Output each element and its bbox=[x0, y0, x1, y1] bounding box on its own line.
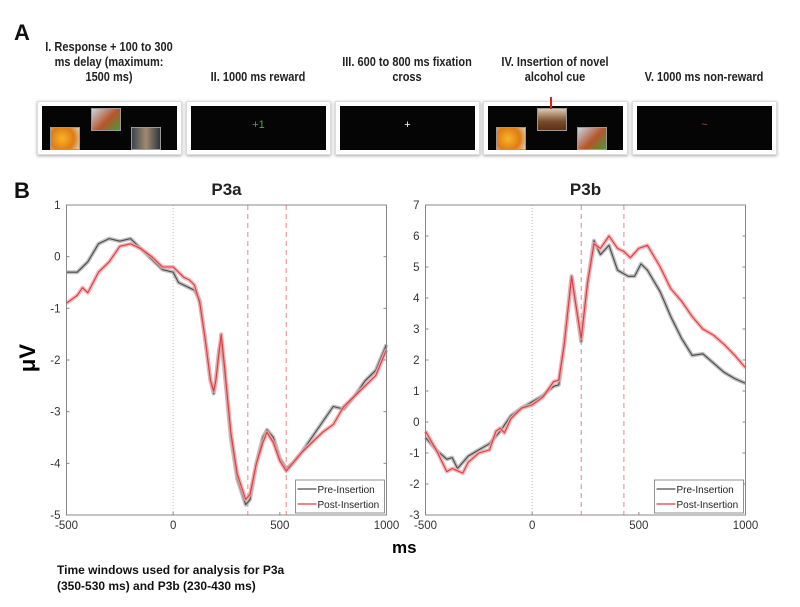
plot-title: P3b bbox=[570, 180, 601, 199]
legend: Pre-Insertion Post-Insertion bbox=[295, 479, 385, 514]
plot-p3b: P3b -500 0 500 1000 -3 -2 -1 0 1 2 3 4 5 6 7 Pre-Inserti… bbox=[409, 180, 758, 532]
red-arrow-icon bbox=[550, 97, 552, 109]
x-axis-label: ms bbox=[392, 538, 417, 557]
legend: Pre-Insertion Post-Insertion bbox=[654, 479, 744, 514]
y-tick-label: -3 bbox=[409, 510, 419, 522]
x-tick-label: -500 bbox=[414, 520, 437, 532]
caption-line-1: Time windows used for analysis for P3a bbox=[57, 563, 285, 577]
panel-a-label: A bbox=[14, 20, 30, 45]
y-tick-label: 1 bbox=[413, 386, 419, 398]
y-tick-label: 0 bbox=[413, 417, 419, 429]
y-tick-label: 2 bbox=[413, 355, 419, 367]
y-tick-label: -1 bbox=[50, 303, 60, 315]
panel-b-label: B bbox=[14, 178, 30, 203]
x-tick-label: 0 bbox=[170, 520, 176, 532]
reward-symbol: +1 bbox=[252, 119, 265, 131]
y-tick-label: 4 bbox=[413, 293, 420, 305]
x-tick-label: 1000 bbox=[733, 520, 759, 532]
x-tick-label: 500 bbox=[629, 520, 648, 532]
y-tick-label: 1 bbox=[54, 200, 60, 212]
caption-line-2: (350-530 ms) and P3b (230-430 ms) bbox=[57, 579, 256, 593]
fixation-cross: + bbox=[404, 119, 411, 131]
y-tick-label: -5 bbox=[50, 510, 60, 522]
series-line-pre-insertion bbox=[425, 240, 746, 470]
y-tick-label: -2 bbox=[409, 479, 419, 491]
legend-label: Pre-Insertion bbox=[318, 485, 375, 496]
tea-image bbox=[577, 127, 607, 150]
legend-box bbox=[295, 479, 385, 514]
stimulus-title-4: IV. Insertion of novel alcohol cue bbox=[501, 55, 609, 84]
alcohol-cue-image bbox=[537, 108, 567, 131]
series-line-post-insertion bbox=[66, 243, 388, 501]
x-tick-label: 0 bbox=[529, 520, 535, 532]
stimulus-screen-2: +1 bbox=[186, 101, 331, 155]
y-tick-label: 7 bbox=[413, 200, 419, 212]
stimulus-title-3: III. 600 to 800 ms fixation cross bbox=[342, 55, 472, 84]
y-tick-label: 6 bbox=[413, 231, 419, 243]
legend-label: Pre-Insertion bbox=[677, 485, 734, 496]
y-tick-label: 0 bbox=[54, 252, 60, 264]
non-reward-symbol: ~ bbox=[701, 119, 708, 131]
stimulus-title-1: I. Response + 100 to 300 ms delay (maxim… bbox=[45, 40, 173, 84]
legend-box bbox=[654, 479, 744, 514]
x-tick-label: -500 bbox=[55, 520, 78, 532]
stimulus-title-2: II. 1000 ms reward bbox=[210, 70, 306, 84]
tea-image bbox=[91, 108, 121, 131]
x-tick-label: 500 bbox=[270, 520, 289, 532]
drink-image bbox=[131, 127, 161, 150]
y-tick-label: -4 bbox=[50, 458, 61, 470]
caption: Time windows used for analysis for P3a (… bbox=[57, 562, 284, 594]
y-tick-label: 5 bbox=[413, 262, 419, 274]
plot-p3a: P3a -500 0 500 1000 -5 -4 -3 -2 -1 0 1 Pre-Insertion… bbox=[50, 180, 399, 532]
plot-title: P3a bbox=[211, 180, 242, 199]
axes-box bbox=[425, 204, 746, 516]
legend-label: Post-Insertion bbox=[677, 500, 739, 511]
stimulus-screen-1 bbox=[37, 101, 182, 155]
stimulus-title-5: V. 1000 ms non-reward bbox=[644, 70, 764, 84]
x-tick-label: 1000 bbox=[374, 520, 400, 532]
stimulus-screen-3: + bbox=[335, 101, 480, 155]
series-line-post-insertion bbox=[425, 235, 746, 474]
stimulus-screen-5: ~ bbox=[632, 101, 777, 155]
stimulus-screen-4 bbox=[483, 97, 628, 155]
y-tick-label: -1 bbox=[409, 448, 419, 460]
legend-label: Post-Insertion bbox=[318, 500, 380, 511]
error-band-post bbox=[65, 241, 389, 502]
y-tick-label: -3 bbox=[50, 407, 60, 419]
orange-image bbox=[496, 127, 526, 150]
orange-image bbox=[50, 127, 80, 150]
y-tick-label: 3 bbox=[413, 324, 419, 336]
y-tick-label: -2 bbox=[50, 355, 60, 367]
